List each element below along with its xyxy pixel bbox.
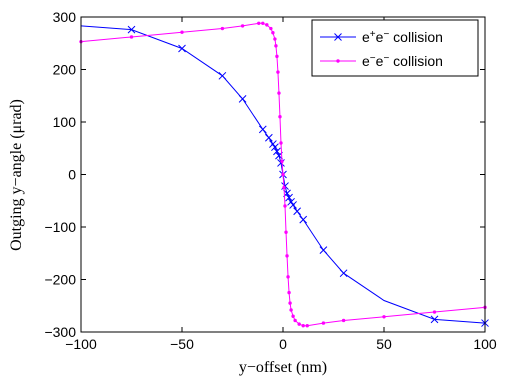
legend-text-part: e (362, 29, 370, 45)
x-tick-label: 0 (279, 336, 287, 352)
data-point (282, 185, 286, 190)
legend-text-part: collision (389, 29, 443, 45)
data-point (285, 193, 293, 202)
data-point (129, 35, 134, 39)
data-point (220, 26, 225, 31)
data-point (285, 254, 289, 258)
data-point (382, 315, 386, 319)
legend-superscript: − (383, 29, 389, 40)
legend-superscript: − (383, 53, 389, 64)
data-point (275, 54, 279, 59)
legend-text-part: e (376, 53, 384, 69)
legend-entry: e−e− collision (320, 53, 443, 69)
legend-marker (336, 59, 340, 63)
x-tick-label: 100 (473, 336, 497, 352)
legend-marker (334, 33, 342, 41)
data-point (238, 95, 247, 103)
series-1 (80, 25, 489, 327)
data-point (278, 115, 282, 119)
data-point (180, 30, 184, 34)
data-point (284, 230, 288, 234)
series-layer (79, 21, 489, 328)
data-point (321, 321, 326, 325)
data-point (273, 37, 277, 41)
data-point (305, 324, 309, 328)
data-point (283, 204, 287, 208)
legend-superscript: + (370, 29, 376, 40)
data-point (293, 207, 301, 216)
data-point (269, 26, 273, 31)
y-tick-label: 300 (53, 9, 77, 25)
legend-entry: e+e− collision (320, 29, 443, 45)
legend-box (311, 19, 479, 77)
y-tick-label: −100 (44, 219, 76, 235)
data-point (273, 147, 281, 156)
data-point (240, 24, 245, 28)
data-point (271, 31, 275, 35)
data-point (279, 141, 283, 145)
data-point (339, 269, 348, 278)
y-tick-label: −200 (44, 272, 76, 288)
data-point (281, 172, 285, 177)
y-tick-label: 0 (68, 167, 76, 183)
data-point (341, 318, 346, 323)
data-point (287, 290, 291, 295)
data-point (127, 25, 136, 34)
data-point (218, 71, 227, 80)
data-point (291, 314, 295, 318)
legend-text-part: collision (389, 53, 443, 69)
data-point (319, 246, 328, 254)
data-point (432, 310, 437, 314)
y-tick-label: −300 (44, 324, 76, 340)
data-point (289, 201, 297, 209)
data-point (280, 159, 284, 164)
data-point (265, 23, 269, 27)
y-tick-label: 100 (53, 114, 77, 130)
data-point (261, 21, 265, 25)
x-tick-label: 50 (376, 336, 392, 352)
data-point (277, 91, 281, 95)
legend-text-part: e (376, 29, 384, 45)
data-point (288, 301, 292, 305)
tick-layer: −100 −50 0 50 100 −300 −200 −100 0 100 200 300 (44, 9, 496, 352)
series-2 (79, 21, 487, 328)
y-axis-label: Outging y−angle (μrad) (8, 99, 25, 251)
data-point (276, 70, 280, 74)
data-point (430, 315, 439, 324)
x-axis-label: y−offset (nm) (239, 359, 327, 376)
data-point (286, 275, 290, 279)
x-tick-label: −50 (170, 336, 194, 352)
data-point (297, 322, 301, 326)
data-point (289, 308, 293, 312)
data-point (301, 324, 305, 328)
legend-text-part: e (362, 53, 370, 69)
x-tick-label: −100 (65, 336, 97, 352)
legend-label: e−e− collision (362, 53, 443, 69)
legend-label: e+e− collision (362, 29, 443, 45)
legend-superscript: − (370, 53, 376, 64)
data-point (178, 44, 186, 53)
data-point (299, 215, 308, 224)
data-point (257, 21, 261, 25)
data-point (258, 125, 267, 134)
data-point (274, 44, 278, 48)
data-point (293, 318, 297, 323)
data-point (271, 143, 279, 152)
y-tick-label: 200 (53, 62, 77, 78)
data-point (265, 133, 273, 142)
